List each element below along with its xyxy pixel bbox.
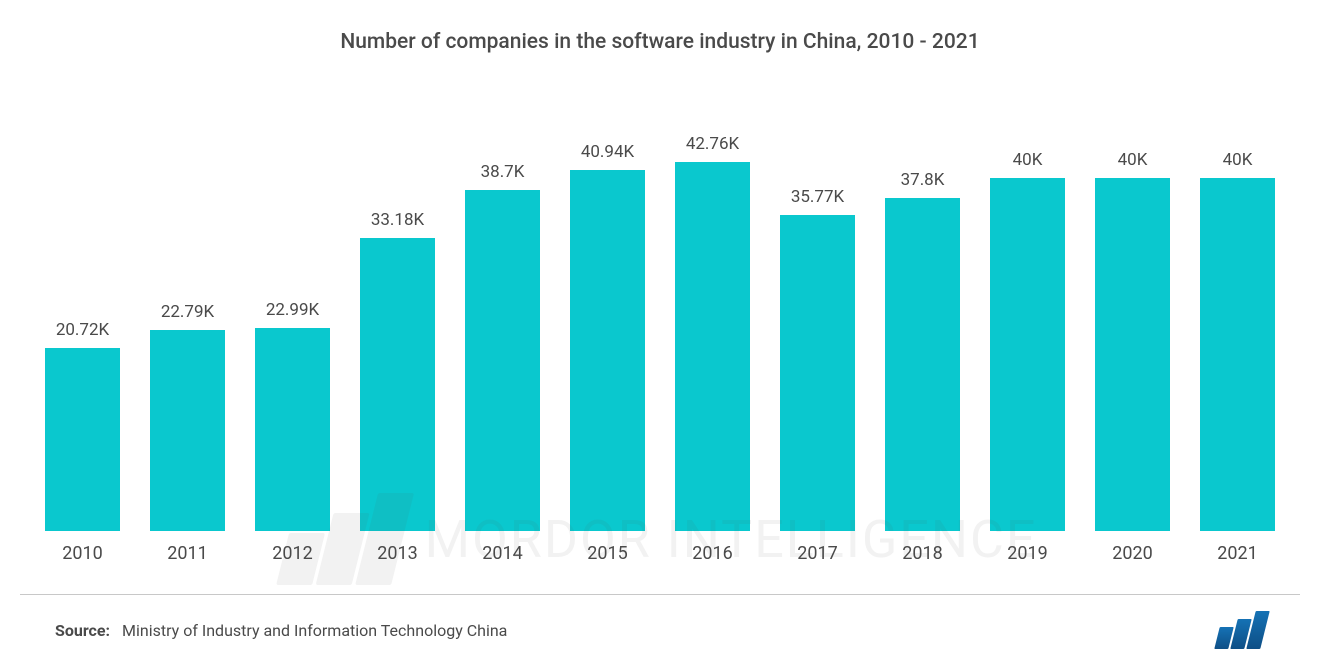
x-tick-label: 2010 bbox=[30, 543, 135, 564]
source-text: Ministry of Industry and Information Tec… bbox=[122, 621, 507, 640]
bar-value-label: 33.18K bbox=[371, 210, 424, 230]
bar-group: 33.18K bbox=[345, 134, 450, 531]
bar-value-label: 40K bbox=[1223, 150, 1253, 170]
x-tick-label: 2020 bbox=[1080, 543, 1185, 564]
bar-value-label: 40.94K bbox=[581, 142, 634, 162]
x-axis: 2010201120122013201420152016201720182019… bbox=[20, 531, 1300, 564]
x-tick-label: 2015 bbox=[555, 543, 660, 564]
bar bbox=[255, 328, 331, 531]
bar-group: 40K bbox=[1080, 134, 1185, 531]
bar-value-label: 42.76K bbox=[686, 134, 739, 154]
bar bbox=[150, 330, 226, 531]
brand-logo-icon bbox=[1217, 611, 1265, 649]
x-tick-label: 2013 bbox=[345, 543, 450, 564]
bar-group: 40K bbox=[1185, 134, 1290, 531]
source-label: Source: bbox=[55, 621, 110, 640]
bar bbox=[885, 198, 961, 531]
bar-group: 35.77K bbox=[765, 134, 870, 531]
bar-group: 42.76K bbox=[660, 134, 765, 531]
bar-value-label: 40K bbox=[1118, 150, 1148, 170]
x-tick-label: 2016 bbox=[660, 543, 765, 564]
x-tick-label: 2011 bbox=[135, 543, 240, 564]
bar-value-label: 37.8K bbox=[901, 170, 945, 190]
plot-area: 20.72K 22.79K 22.99K 33.18K 38.7K 40.94K 42.76… bbox=[20, 74, 1300, 531]
bar-group: 40.94K bbox=[555, 134, 660, 531]
footer: Source: Ministry of Industry and Informa… bbox=[20, 595, 1300, 665]
bar bbox=[570, 170, 646, 531]
bar-value-label: 35.77K bbox=[791, 187, 844, 207]
x-tick-label: 2018 bbox=[870, 543, 975, 564]
bar-group: 22.99K bbox=[240, 134, 345, 531]
bar-value-label: 22.99K bbox=[266, 300, 319, 320]
bar bbox=[780, 215, 856, 531]
bar bbox=[465, 190, 541, 531]
bar-value-label: 40K bbox=[1013, 150, 1043, 170]
x-tick-label: 2017 bbox=[765, 543, 870, 564]
x-tick-label: 2021 bbox=[1185, 543, 1290, 564]
bar-group: 38.7K bbox=[450, 134, 555, 531]
x-tick-label: 2014 bbox=[450, 543, 555, 564]
logo-bar bbox=[1246, 611, 1269, 649]
bar-group: 20.72K bbox=[30, 134, 135, 531]
bar bbox=[1095, 178, 1171, 531]
bar bbox=[675, 162, 751, 531]
bar-value-label: 20.72K bbox=[56, 320, 109, 340]
bar-group: 40K bbox=[975, 134, 1080, 531]
bar bbox=[1200, 178, 1276, 531]
bar bbox=[990, 178, 1066, 531]
bar bbox=[45, 348, 121, 531]
bar bbox=[360, 238, 436, 531]
bar-group: 37.8K bbox=[870, 134, 975, 531]
bar-value-label: 38.7K bbox=[481, 162, 525, 182]
source-citation: Source: Ministry of Industry and Informa… bbox=[55, 621, 507, 640]
chart-container: Number of companies in the software indu… bbox=[0, 0, 1320, 665]
bar-group: 22.79K bbox=[135, 134, 240, 531]
bar-value-label: 22.79K bbox=[161, 302, 214, 322]
x-tick-label: 2019 bbox=[975, 543, 1080, 564]
chart-title: Number of companies in the software indu… bbox=[20, 20, 1300, 64]
x-tick-label: 2012 bbox=[240, 543, 345, 564]
